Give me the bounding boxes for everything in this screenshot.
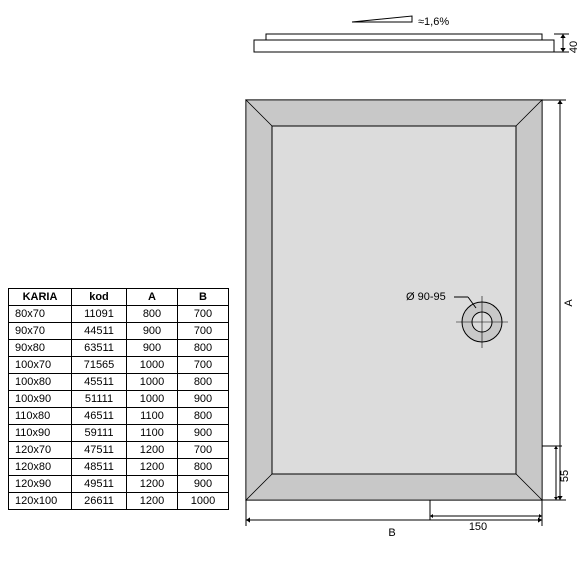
table-cell: 1200 [127,476,178,493]
table-cell: 800 [178,340,229,357]
table-cell: 120x80 [9,459,72,476]
table-cell: 1200 [127,442,178,459]
table-cell: 1200 [127,459,178,476]
table-cell: 700 [178,323,229,340]
table-cell: 1000 [127,391,178,408]
table-cell: 800 [178,459,229,476]
table-cell: 120x90 [9,476,72,493]
table-cell: 46511 [72,408,127,425]
table-cell: 100x70 [9,357,72,374]
svg-text:40: 40 [568,41,580,53]
table-row: 110x90591111100900 [9,425,229,442]
table-row: 100x70715651000700 [9,357,229,374]
table-row: 120x90495111200900 [9,476,229,493]
table-cell: 80x70 [9,306,72,323]
table-cell: 1000 [127,374,178,391]
svg-text:55: 55 [559,470,571,482]
table-cell: 900 [127,323,178,340]
table-cell: 1100 [127,425,178,442]
table-row: 90x7044511900700 [9,323,229,340]
table-row: 120x80485111200800 [9,459,229,476]
svg-text:B: B [388,527,395,539]
table-header: A [127,289,178,306]
dimensions-table: KARIAkodAB80x701109180070090x70445119007… [8,288,229,510]
table-cell: 11091 [72,306,127,323]
table-cell: 51111 [72,391,127,408]
table-cell: 900 [127,340,178,357]
table-cell: 700 [178,306,229,323]
table-cell: 700 [178,442,229,459]
table-cell: 900 [178,476,229,493]
table-header: KARIA [9,289,72,306]
table-cell: 48511 [72,459,127,476]
table-row: 80x7011091800700 [9,306,229,323]
table-row: 100x90511111000900 [9,391,229,408]
table-cell: 800 [178,408,229,425]
table-cell: 110x90 [9,425,72,442]
table-cell: 120x100 [9,493,72,510]
table-cell: 49511 [72,476,127,493]
table-row: 110x80465111100800 [9,408,229,425]
table-row: 90x8063511900800 [9,340,229,357]
table-cell: 110x80 [9,408,72,425]
table-row: 100x80455111000800 [9,374,229,391]
table-cell: 700 [178,357,229,374]
table-cell: 900 [178,425,229,442]
table-row: 120x70475111200700 [9,442,229,459]
table-cell: 900 [178,391,229,408]
table-cell: 100x80 [9,374,72,391]
svg-text:≈1,6%: ≈1,6% [418,16,449,28]
table-cell: 71565 [72,357,127,374]
table-row: 120x1002661112001000 [9,493,229,510]
table-cell: 90x70 [9,323,72,340]
table-cell: 1100 [127,408,178,425]
svg-text:150: 150 [469,521,487,533]
table-cell: 59111 [72,425,127,442]
table-cell: 120x70 [9,442,72,459]
table-cell: 1000 [127,357,178,374]
table-cell: 1000 [178,493,229,510]
svg-text:Ø 90-95: Ø 90-95 [406,291,446,303]
table-header: kod [72,289,127,306]
table-cell: 100x90 [9,391,72,408]
table-cell: 45511 [72,374,127,391]
table-cell: 47511 [72,442,127,459]
table-cell: 63511 [72,340,127,357]
table-header: B [178,289,229,306]
table-cell: 800 [178,374,229,391]
table-cell: 1200 [127,493,178,510]
table-cell: 800 [127,306,178,323]
table-cell: 90x80 [9,340,72,357]
svg-text:A: A [563,299,575,307]
dimensions-table-container: KARIAkodAB80x701109180070090x70445119007… [8,288,229,510]
table-cell: 26611 [72,493,127,510]
table-cell: 44511 [72,323,127,340]
